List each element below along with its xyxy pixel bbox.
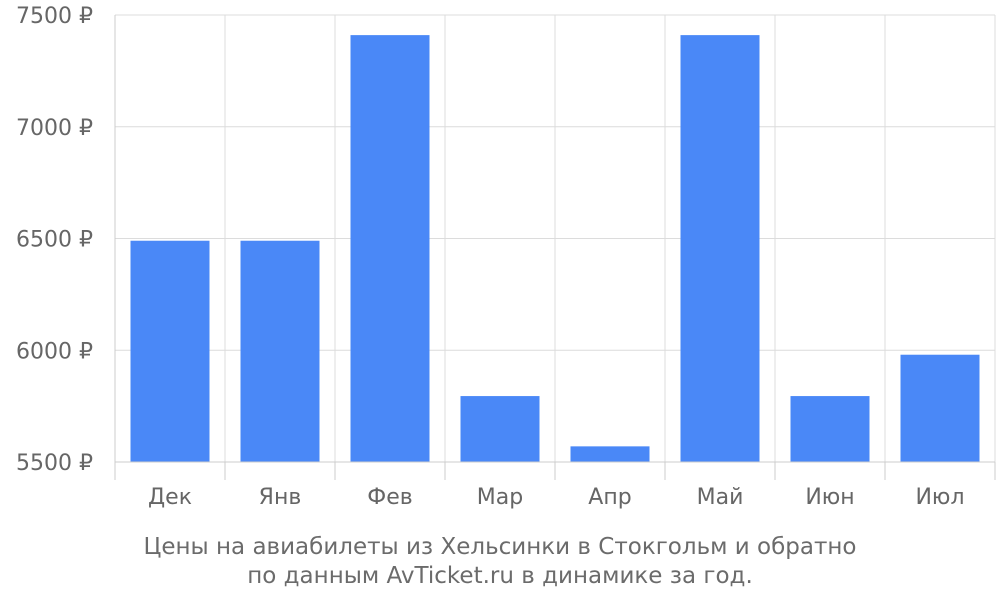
bars — [130, 35, 980, 463]
y-tick-label: 7000 ₽ — [16, 116, 93, 141]
axes — [114, 15, 996, 480]
x-tick-label: Фев — [367, 485, 412, 510]
bar-6 — [680, 35, 760, 463]
bar-1 — [130, 240, 210, 462]
bar-4 — [460, 396, 540, 462]
x-axis-tick-labels: Дек Янв Фев Мар Апр Май Июн Июл — [148, 485, 965, 510]
y-tick-label: 7500 ₽ — [16, 4, 93, 29]
x-tick-label: Май — [697, 485, 744, 510]
y-tick-label: 6500 ₽ — [16, 228, 93, 253]
y-axis-tick-labels: 5500 ₽ 6000 ₽ 6500 ₽ 7000 ₽ 7500 ₽ — [16, 4, 93, 476]
x-tick-label: Дек — [148, 485, 192, 510]
bar-5 — [570, 446, 650, 462]
y-tick-label: 6000 ₽ — [16, 339, 93, 364]
y-tick-label: 5500 ₽ — [16, 451, 93, 476]
chart-caption-line-1: Цены на авиабилеты из Хельсинки в Стокго… — [143, 534, 857, 560]
x-tick-label: Июл — [915, 485, 964, 510]
bar-3 — [350, 35, 430, 463]
chart-caption-line-2: по данным AvTicket.ru в динамике за год. — [247, 563, 753, 589]
x-tick-label: Апр — [588, 485, 631, 510]
bar-8 — [900, 354, 980, 462]
x-tick-label: Янв — [259, 485, 302, 510]
x-tick-label: Мар — [477, 485, 523, 510]
bar-2 — [240, 240, 320, 462]
bar-7 — [790, 396, 870, 462]
x-tick-label: Июн — [805, 485, 854, 510]
